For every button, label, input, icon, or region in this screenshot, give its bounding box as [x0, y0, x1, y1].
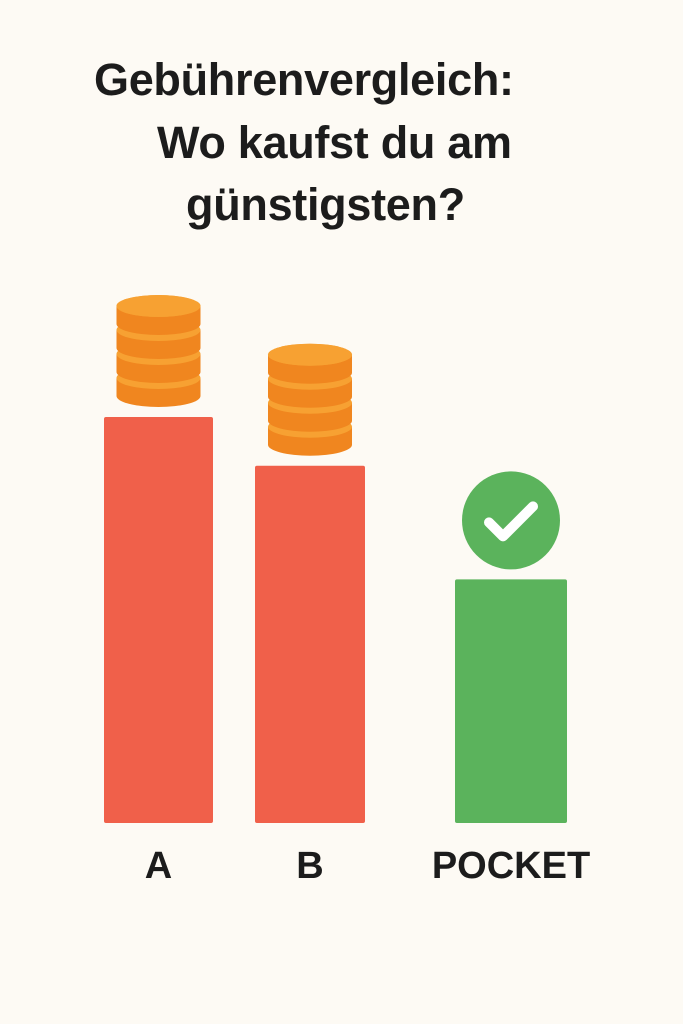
chart-title-line-3: günstigsten?: [186, 179, 465, 230]
category-label-pocket: POCKET: [432, 845, 590, 887]
category-label-b: B: [296, 845, 323, 887]
category-label-a: A: [145, 845, 172, 887]
bar-pocket: [455, 579, 567, 823]
bar-b: [255, 465, 365, 823]
chart-title-line-2: Wo kaufst du am: [157, 117, 512, 168]
chart-title-line-1: Gebührenvergleich:: [94, 54, 514, 105]
check-circle-icon: [462, 471, 560, 570]
checkmark-icon: [484, 501, 538, 542]
coin-top-icon: [268, 343, 352, 366]
bar-a: [104, 417, 213, 823]
coin-top-icon: [116, 295, 201, 317]
